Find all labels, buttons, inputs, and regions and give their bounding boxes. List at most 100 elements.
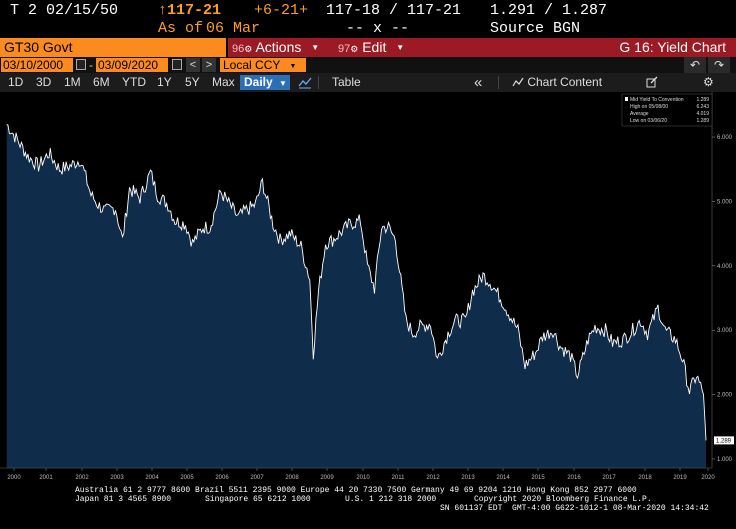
pricing-source: Source BGN (490, 20, 581, 37)
function-title: G 16: Yield Chart (619, 39, 726, 55)
last-price: ↑117-21 (158, 2, 221, 20)
security-ticker: T 2 02/15/50 (10, 2, 119, 19)
chevron-down-icon: ▼ (279, 79, 287, 88)
collapse-panel-button[interactable]: « (474, 74, 483, 91)
legend-box (621, 93, 713, 127)
chart-area-layer (6, 123, 707, 469)
edit-number: 97 (338, 43, 351, 55)
actions-label: Actions (255, 39, 302, 55)
toolbar-divider (318, 76, 319, 89)
currency-select[interactable]: Local CCY ▼ (220, 58, 306, 72)
actions-number: 96 (232, 43, 245, 55)
x-tick-label: 2020 (701, 475, 715, 481)
settings-gear-icon[interactable]: ⚙ (703, 75, 714, 89)
period-ytd[interactable]: YTD (122, 75, 146, 89)
legend-label: Mid Yield To Convention (630, 97, 684, 103)
x-tick-label: 2010 (356, 475, 370, 481)
footer-copyright: Copyright 2020 Bloomberg Finance L.P. (474, 495, 652, 504)
y-tick-label: 5.000 (717, 199, 733, 205)
legend-value: 4.019 (696, 111, 709, 117)
period-5y[interactable]: 5Y (185, 75, 200, 89)
edit-chart-icon[interactable] (646, 73, 658, 92)
undo-button[interactable]: ↶ (684, 57, 706, 73)
x-tick-label: 2015 (531, 475, 545, 481)
x-tick-label: 2012 (426, 475, 440, 481)
x-tick-label: 2011 (392, 475, 406, 481)
up-arrow-icon: ↑ (158, 2, 168, 19)
last-value-label: 1.289 (716, 438, 732, 444)
period-3d[interactable]: 3D (36, 75, 52, 89)
next-period-button[interactable]: > (202, 58, 216, 72)
chart-legend: Mid Yield To Convention 1.289 High on 05/0… (621, 93, 713, 127)
price-change: +6-21+ (254, 2, 309, 19)
period-1y[interactable]: 1Y (157, 75, 172, 89)
redo-button[interactable]: ↷ (708, 57, 730, 73)
y-tick-label: 6.000 (717, 135, 733, 141)
y-tick-label: 3.000 (717, 328, 733, 334)
x-tick-label: 2019 (673, 475, 687, 481)
date-separator: - (89, 58, 93, 72)
line-chart-icon[interactable] (298, 73, 312, 98)
table-view-button[interactable]: Table (332, 75, 361, 89)
period-6m[interactable]: 6M (93, 75, 110, 89)
period-1m[interactable]: 1M (64, 75, 81, 89)
footer-phones-1: Australia 61 2 9777 8600 Brazil 5511 239… (75, 486, 637, 495)
x-tick-label: 2018 (638, 475, 652, 481)
x-tick-label: 2002 (75, 475, 89, 481)
x-tick-label: 2003 (110, 475, 124, 481)
footer: Australia 61 2 9777 8600 Brazil 5511 239… (0, 485, 736, 529)
legend-value: 1.289 (696, 97, 709, 103)
calendar-icon[interactable] (76, 59, 86, 70)
chart-content-label: Chart Content (527, 75, 603, 89)
footer-phones-singapore: Singapore 65 6212 1000 (205, 495, 311, 504)
y-tick-label: 2.000 (717, 393, 733, 399)
y-tick-label: 1.000 (717, 457, 733, 463)
end-date-field[interactable]: 03/09/2020 (96, 58, 168, 72)
calendar-icon[interactable] (172, 59, 182, 70)
legend-label: High on 05/08/00 (630, 104, 668, 110)
bid-ask-size: -- x -- (346, 20, 410, 37)
x-tick-label: 2007 (250, 475, 264, 481)
date-range-bar: 03/10/2000 - 03/09/2020 < > Local CCY ▼ … (0, 57, 736, 73)
frequency-select[interactable]: Daily ▼ (240, 75, 290, 90)
actions-menu[interactable]: 96⚙ Actions ▼ (232, 38, 319, 59)
x-tick-label: 2001 (39, 475, 53, 481)
chart-toolbar: 1D 3D 1M 6M YTD 1Y 5Y Max Daily ▼ Table … (0, 73, 736, 92)
edit-menu[interactable]: 97⚙ Edit ▼ (338, 38, 404, 59)
chevron-down-icon: ▼ (311, 43, 320, 52)
frequency-label: Daily (244, 75, 273, 89)
chevron-down-icon: ▼ (396, 43, 405, 52)
x-tick-label: 2000 (7, 475, 21, 481)
period-1d[interactable]: 1D (8, 75, 24, 89)
legend-value: 1.289 (696, 118, 709, 124)
chevron-down-icon: ▼ (289, 63, 297, 70)
legend-label: Low on 03/06/20 (630, 118, 667, 124)
legend-label: Average (630, 111, 649, 117)
chart-content-icon (512, 75, 527, 89)
footer-session-info: SN 601137 EDT GMT-4:00 G622-1012-1 08-Ma… (440, 504, 709, 513)
footer-phones-japan: Japan 81 3 4565 8900 (75, 495, 172, 504)
start-date-field[interactable]: 03/10/2000 (1, 58, 73, 72)
currency-label: Local CCY (223, 58, 281, 72)
gear-icon: ⚙ (350, 44, 359, 54)
yield-chart: 1.000 2.000 3.000 4.000 5.000 6.000 1.289 2000 2… (0, 92, 736, 485)
last-value-box (714, 436, 734, 445)
chart-content-button[interactable]: Chart Content (512, 73, 602, 92)
yield-area-fill (6, 124, 706, 469)
gear-icon: ⚙ (244, 44, 253, 54)
function-bar: 96⚙ Actions ▼ 97⚙ Edit ▼ G 16: Yield Cha… (228, 38, 736, 57)
period-max[interactable]: Max (212, 75, 235, 89)
last-price-value: 117-21 (167, 2, 222, 19)
yield-series-line (6, 123, 707, 441)
security-field[interactable]: GT30 Govt (0, 38, 226, 57)
title-bar: GT30 Govt 96⚙ Actions ▼ 97⚙ Edit ▼ G 16:… (0, 38, 736, 57)
footer-phones-us: U.S. 1 212 318 2000 (345, 495, 437, 504)
x-tick-label: 2016 (567, 475, 581, 481)
x-tick-label: 2017 (602, 475, 616, 481)
bid-ask-yield: 1.291 / 1.287 (490, 2, 608, 19)
x-tick-label: 2014 (496, 475, 510, 481)
x-tick-label: 2004 (145, 475, 159, 481)
x-tick-label: 2009 (320, 475, 334, 481)
x-tick-label: 2008 (285, 475, 299, 481)
prev-period-button[interactable]: < (186, 58, 200, 72)
